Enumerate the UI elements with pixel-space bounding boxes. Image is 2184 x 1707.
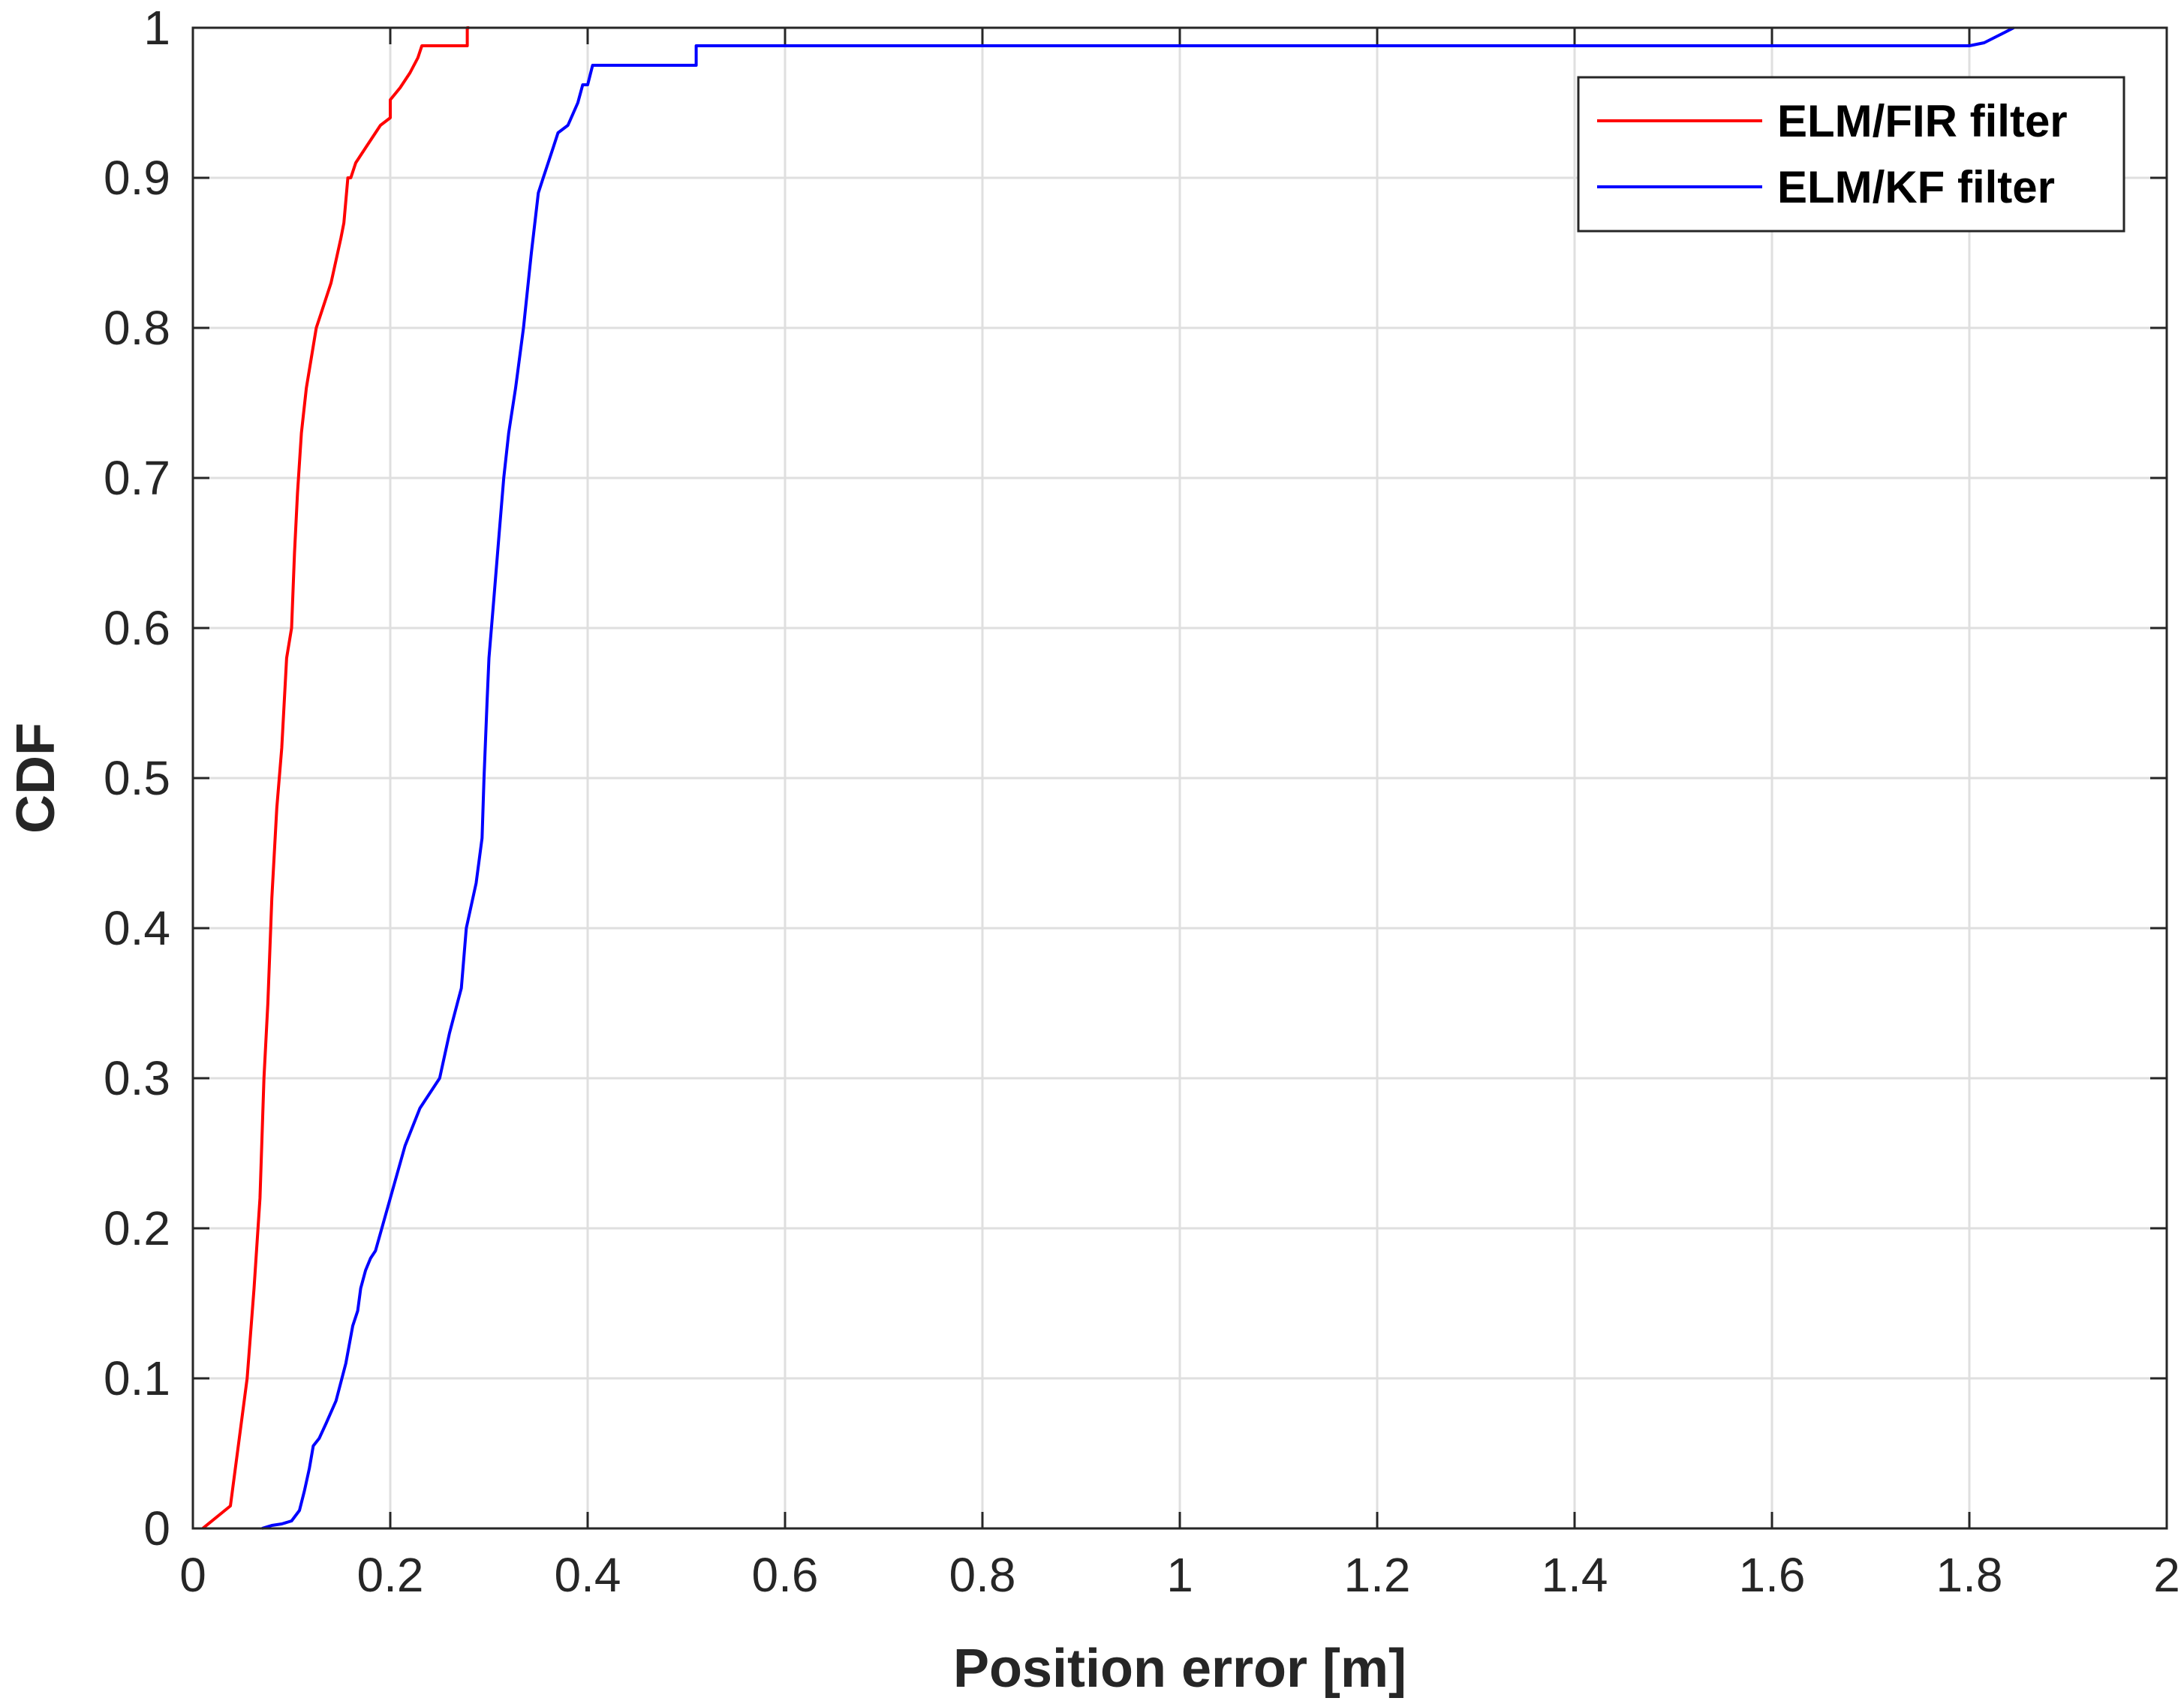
series-line-elm-kf <box>261 26 2015 1530</box>
y-tick-label: 0.4 <box>104 901 170 955</box>
y-tick-label: 0.3 <box>104 1051 170 1105</box>
y-tick-label: 0.1 <box>104 1351 170 1405</box>
x-tick-label: 0.8 <box>949 1548 1016 1602</box>
y-tick-label: 1 <box>143 1 170 55</box>
tick-labels: 0 0.2 0.4 0.6 0.8 1 1.2 1.4 1.6 1.8 2 0 0.1 0.2 0.3 0.4… <box>104 1 2180 1602</box>
x-tick-label: 1 <box>1166 1548 1193 1602</box>
x-axis-title: Position error [m] <box>953 1639 1406 1699</box>
y-tick-label: 0.2 <box>104 1201 170 1255</box>
axes <box>191 26 2168 1530</box>
x-tick-label: 1.6 <box>1739 1548 1806 1602</box>
x-tick-label: 2 <box>2153 1548 2180 1602</box>
grid <box>193 28 2167 1528</box>
x-tick-label: 0.6 <box>752 1548 819 1602</box>
y-tick-label: 0.8 <box>104 301 170 355</box>
y-tick-label: 0.7 <box>104 451 170 505</box>
x-tick-label: 1.2 <box>1344 1548 1411 1602</box>
y-tick-label: 0.6 <box>104 601 170 655</box>
y-axis-title: CDF <box>6 723 66 834</box>
x-tick-label: 1.4 <box>1542 1548 1608 1602</box>
legend-label-elm-fir: ELM/FIR filter <box>1777 96 2068 146</box>
x-tick-label: 0.2 <box>357 1548 424 1602</box>
legend: ELM/FIR filter ELM/KF filter <box>1577 76 2125 233</box>
series-lines <box>201 26 2015 1530</box>
y-tick-label: 0 <box>143 1501 170 1555</box>
legend-box <box>1577 76 2125 233</box>
y-tick-label: 0.5 <box>104 751 170 805</box>
y-tick-label: 0.9 <box>104 151 170 205</box>
series-line-elm-fir <box>201 26 470 1530</box>
x-tick-label: 0 <box>179 1548 206 1602</box>
x-tick-label: 0.4 <box>555 1548 621 1602</box>
legend-label-elm-kf: ELM/KF filter <box>1777 162 2055 212</box>
x-tick-label: 1.8 <box>1936 1548 2003 1602</box>
